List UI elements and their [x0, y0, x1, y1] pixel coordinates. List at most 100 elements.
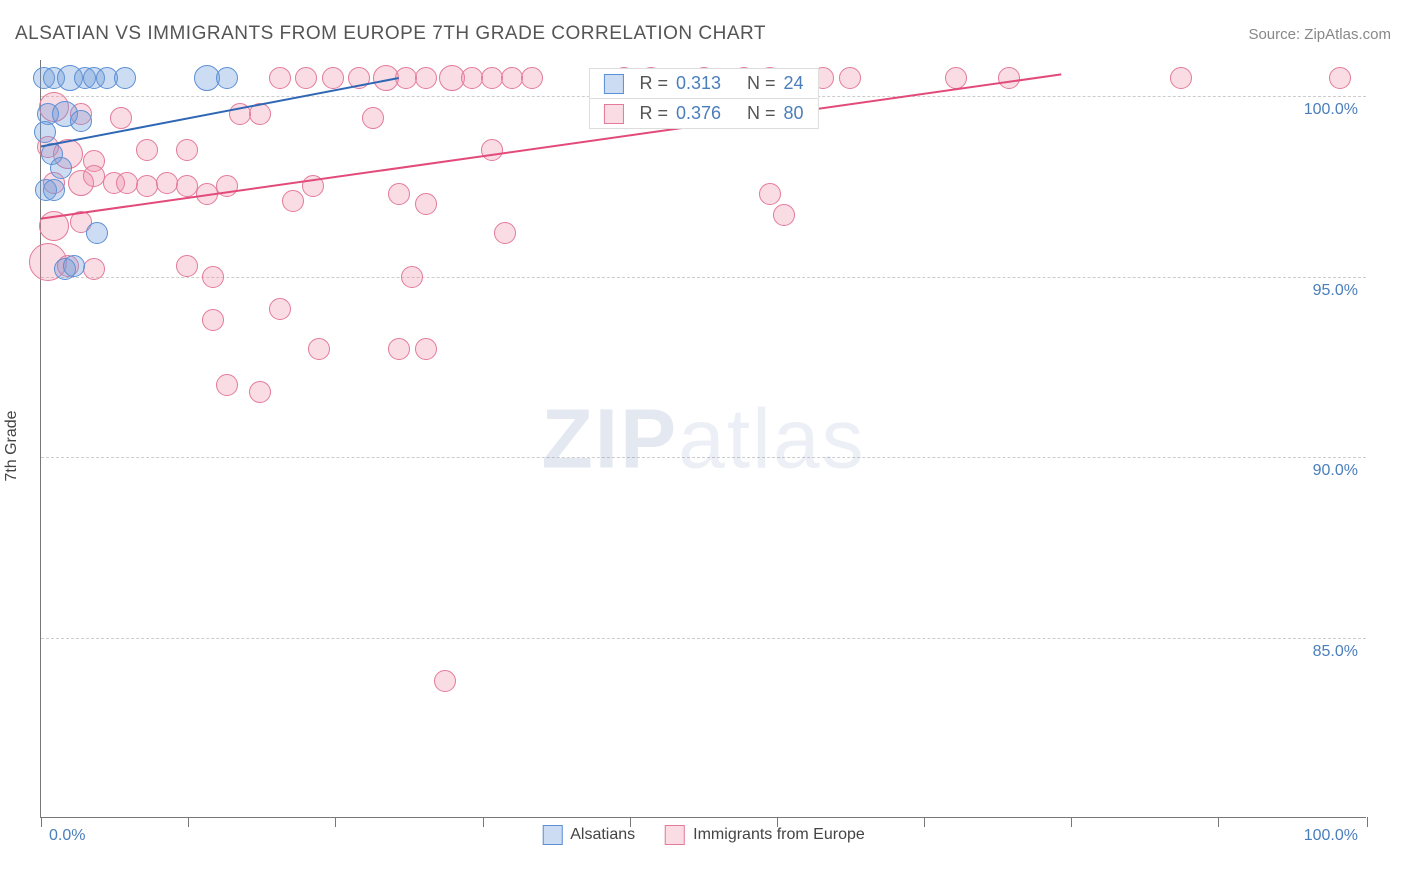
stats-legend-box: R = 0.313 N = 24 R = 0.376 N = 80 [588, 68, 818, 129]
watermark-light: atlas [678, 391, 865, 485]
data-point [216, 67, 238, 89]
data-point [461, 67, 483, 89]
data-point [196, 183, 218, 205]
chart-header: ALSATIAN VS IMMIGRANTS FROM EUROPE 7TH G… [15, 20, 1391, 48]
data-point [216, 175, 238, 197]
x-label-min: 0.0% [49, 827, 85, 845]
chart-source: Source: ZipAtlas.com [1248, 26, 1391, 43]
y-tick-label: 100.0% [1304, 101, 1358, 119]
data-point [136, 139, 158, 161]
data-point [43, 179, 65, 201]
data-point [434, 670, 456, 692]
data-point [481, 139, 503, 161]
data-point [362, 107, 384, 129]
data-point [136, 175, 158, 197]
data-point [401, 266, 423, 288]
stat-r-label: R = [639, 73, 668, 94]
data-point [229, 103, 251, 125]
stat-n-label: N = [747, 73, 776, 94]
data-point [322, 67, 344, 89]
data-point [302, 175, 324, 197]
stat-r-value-b: 0.376 [676, 103, 721, 124]
x-label-max: 100.0% [1304, 827, 1358, 845]
data-point [945, 67, 967, 89]
data-point [269, 67, 291, 89]
data-point [269, 298, 291, 320]
data-point [86, 222, 108, 244]
data-point [63, 255, 85, 277]
data-point [176, 255, 198, 277]
x-tick [335, 817, 336, 827]
data-point [839, 67, 861, 89]
plot-area: ZIPatlas 100.0% 95.0% 90.0% 85.0% R = 0.313… [40, 60, 1366, 818]
gridline [41, 277, 1366, 278]
data-point [216, 374, 238, 396]
data-point [83, 165, 105, 187]
swatch-series-a [603, 74, 623, 94]
data-point [388, 183, 410, 205]
data-point [39, 211, 69, 241]
stat-n-value-a: 24 [784, 73, 804, 94]
data-point [110, 107, 132, 129]
stats-row-series-b: R = 0.376 N = 80 [589, 98, 817, 128]
stat-n-label: N = [747, 103, 776, 124]
stat-r-value-a: 0.313 [676, 73, 721, 94]
data-point [998, 67, 1020, 89]
data-point [773, 204, 795, 226]
data-point [759, 183, 781, 205]
stat-r-label: R = [639, 103, 668, 124]
watermark: ZIPatlas [541, 390, 865, 487]
data-point [249, 381, 271, 403]
swatch-series-b [603, 104, 623, 124]
data-point [114, 67, 136, 89]
data-point [249, 103, 271, 125]
data-point [521, 67, 543, 89]
data-point [415, 338, 437, 360]
legend-label-a: Alsatians [570, 826, 635, 844]
data-point [116, 172, 138, 194]
legend-item-a: Alsatians [542, 825, 635, 845]
data-point [1170, 67, 1192, 89]
x-tick [1071, 817, 1072, 827]
data-point [34, 121, 56, 143]
data-point [415, 193, 437, 215]
data-point [70, 110, 92, 132]
swatch-series-a [542, 825, 562, 845]
watermark-strong: ZIP [541, 391, 678, 485]
data-point [295, 67, 317, 89]
chart-title: ALSATIAN VS IMMIGRANTS FROM EUROPE 7TH G… [15, 23, 766, 45]
data-point [156, 172, 178, 194]
legend-bottom: Alsatians Immigrants from Europe [542, 825, 865, 845]
stat-n-value-b: 80 [784, 103, 804, 124]
data-point [308, 338, 330, 360]
data-point [176, 175, 198, 197]
data-point [415, 67, 437, 89]
data-point [50, 157, 72, 179]
y-tick-label: 85.0% [1313, 643, 1358, 661]
x-tick [483, 817, 484, 827]
data-point [388, 338, 410, 360]
x-tick [1367, 817, 1368, 827]
stats-row-series-a: R = 0.313 N = 24 [589, 69, 817, 98]
data-point [176, 139, 198, 161]
y-axis-title: 7th Grade [3, 410, 21, 481]
data-point [202, 309, 224, 331]
data-point [501, 67, 523, 89]
data-point [1329, 67, 1351, 89]
data-point [494, 222, 516, 244]
data-point [282, 190, 304, 212]
data-point [348, 67, 370, 89]
x-tick [188, 817, 189, 827]
y-tick-label: 90.0% [1313, 462, 1358, 480]
data-point [481, 67, 503, 89]
legend-item-b: Immigrants from Europe [665, 825, 865, 845]
swatch-series-b [665, 825, 685, 845]
legend-label-b: Immigrants from Europe [693, 826, 865, 844]
gridline [41, 638, 1366, 639]
data-point [83, 258, 105, 280]
data-point [395, 67, 417, 89]
data-point [202, 266, 224, 288]
x-tick [41, 817, 42, 827]
y-tick-label: 95.0% [1313, 282, 1358, 300]
x-tick [1218, 817, 1219, 827]
